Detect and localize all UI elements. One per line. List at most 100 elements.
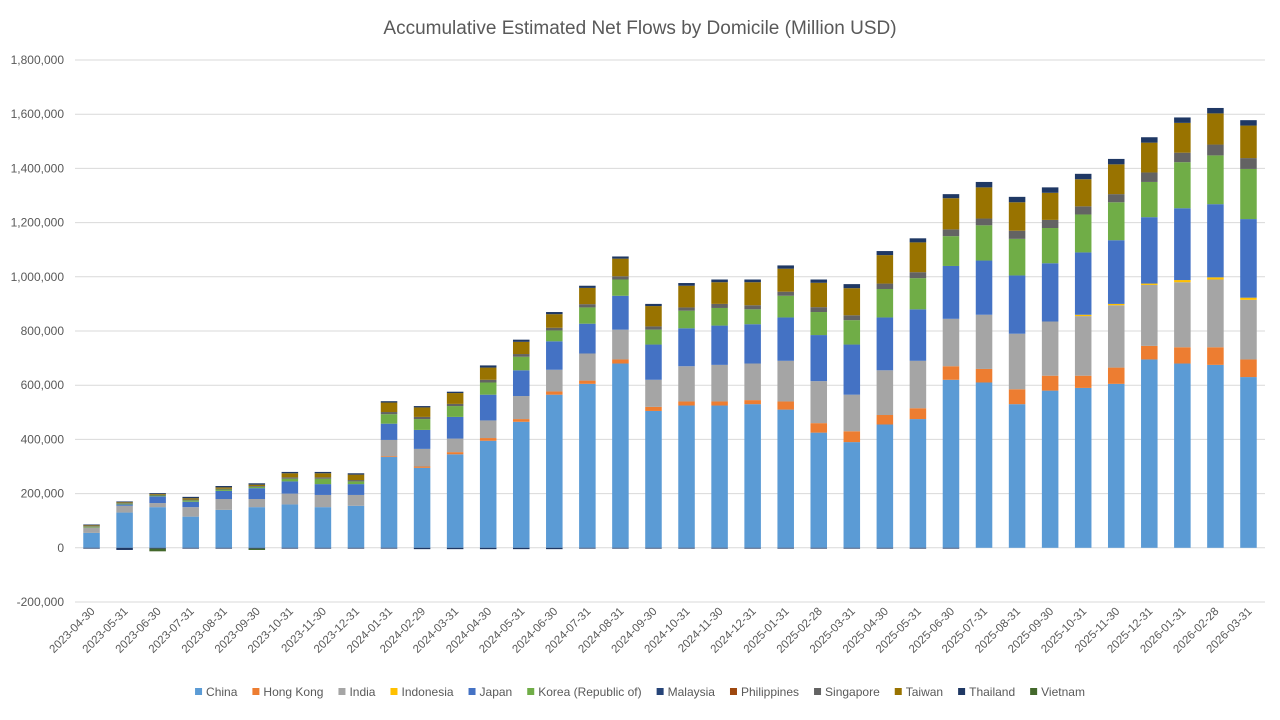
bar-segment-negative <box>810 547 828 549</box>
bar-segment <box>1107 194 1125 203</box>
bar-segment <box>909 360 927 409</box>
bar-segment <box>678 283 695 286</box>
bar-segment <box>645 329 662 345</box>
bar-segment <box>215 487 233 489</box>
bar-segment <box>248 488 266 500</box>
bar-segment <box>1008 389 1026 405</box>
bar-segment <box>479 382 497 395</box>
legend-label: Korea (Republic of) <box>538 685 641 699</box>
bar-segment <box>446 416 464 439</box>
bar-segment <box>810 423 828 433</box>
bar-segment <box>1141 284 1158 346</box>
bar-segment <box>380 412 398 415</box>
bar-segment <box>83 527 100 533</box>
bar-segment <box>942 229 960 237</box>
legend-label: Hong Kong <box>263 685 323 699</box>
bar-segment <box>942 236 960 266</box>
bar-segment <box>215 489 233 491</box>
bar-segment <box>876 370 894 416</box>
legend-item: Singapore <box>814 685 880 699</box>
bar-segment <box>347 494 365 506</box>
bar-segment <box>645 303 662 307</box>
legend-label: Thailand <box>969 685 1015 699</box>
bar-segment <box>645 406 662 411</box>
bar-segment <box>479 365 497 368</box>
bar-segment <box>1041 187 1059 193</box>
legend-swatch <box>1030 688 1038 695</box>
y-tick-label: -200,000 <box>17 595 65 609</box>
bar-segment <box>413 407 431 417</box>
bar-segment-negative <box>645 547 662 549</box>
bar-segment <box>446 452 464 455</box>
bar-segment <box>975 181 993 188</box>
bar-segment <box>843 344 861 395</box>
bar-segment <box>413 467 431 548</box>
bar-segment <box>876 415 894 425</box>
bar-segment <box>909 309 927 361</box>
bar-segment <box>1240 125 1257 159</box>
bar-segment <box>149 507 166 548</box>
legend-label: Japan <box>480 685 513 699</box>
bar-segment <box>975 368 993 383</box>
bar-segment <box>380 456 398 458</box>
bar-segment <box>546 330 563 342</box>
legend-item: Taiwan <box>894 685 943 699</box>
bar-segment <box>512 341 530 355</box>
bar-segment <box>446 438 464 453</box>
bar-segment <box>1141 359 1158 548</box>
bar-segment <box>1174 282 1191 348</box>
y-tick-label: 1,200,000 <box>11 216 65 230</box>
bar-segment <box>777 409 794 548</box>
bar-segment <box>1041 375 1059 391</box>
bar-segment <box>1008 230 1026 239</box>
legend-label: India <box>349 685 375 699</box>
y-tick-label: 600,000 <box>21 378 65 392</box>
bar-segment <box>612 258 629 277</box>
bar-segment <box>909 272 927 279</box>
y-axis-ticks: -200,000 0 200,000 400,000 600,000 800,000 1,0… <box>11 53 65 609</box>
legend-item: Korea (Republic of) <box>527 685 642 699</box>
legend-swatch <box>814 688 822 695</box>
bar-segment <box>1207 277 1224 280</box>
bar-segment <box>1207 364 1224 548</box>
bar-segment <box>711 303 728 308</box>
bar-segment <box>843 431 861 443</box>
bar-segment <box>744 363 761 401</box>
bar-segment <box>314 477 332 479</box>
bar-segment <box>479 420 497 439</box>
bar-segment <box>1074 316 1092 376</box>
bar-segment <box>347 474 365 481</box>
bar-segment <box>1141 142 1158 173</box>
bar-segment <box>843 284 861 289</box>
bar-segment <box>744 305 761 310</box>
bar-segment <box>876 317 894 371</box>
bar-segment <box>248 484 266 487</box>
bar-segment-negative <box>149 547 166 549</box>
bar-segment <box>744 404 761 548</box>
bar-segment-negative <box>579 547 596 549</box>
bar-segment <box>711 279 728 283</box>
bar-segment <box>116 503 133 504</box>
bar-segment <box>810 282 828 308</box>
bar-segment <box>975 260 993 315</box>
bar-segment <box>1207 204 1224 278</box>
bar-segment <box>314 484 332 495</box>
bar-segment-negative <box>612 547 629 549</box>
bar-segment <box>479 394 497 421</box>
y-tick-label: 400,000 <box>21 432 65 446</box>
bar-segment <box>347 480 365 482</box>
bar-segment <box>810 279 828 283</box>
bar-segment <box>843 320 861 345</box>
bar-segment <box>777 268 794 292</box>
bar-segment <box>843 288 861 316</box>
bar-segment <box>1141 137 1158 143</box>
bar-segment <box>579 307 596 324</box>
bar-segment <box>942 194 960 199</box>
bar-segment <box>182 501 199 508</box>
bar-segment <box>777 291 794 296</box>
bar-segment <box>446 406 464 417</box>
bar-segment <box>1107 158 1125 165</box>
y-tick-label: 1,400,000 <box>11 161 65 175</box>
bar-segment <box>248 486 266 489</box>
legend-swatch <box>195 688 203 695</box>
